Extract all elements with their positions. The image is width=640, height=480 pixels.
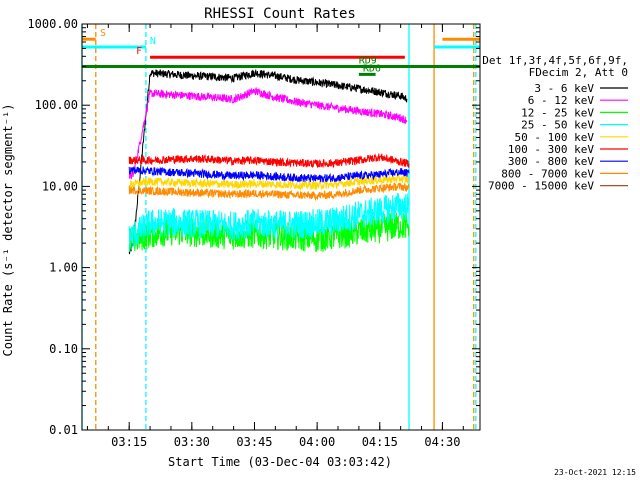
legend: Det 1f,3f,4f,5f,6f,9f,FDecim 2, Att 0 3 -… [482,54,628,193]
y-axis-label: Count Rate (s⁻¹ detector segment⁻¹) [1,104,15,357]
state-bar-label-0: S [100,28,106,39]
state-bar-label-4: F [136,46,142,57]
x-tick-label-5: 04:30 [424,435,460,449]
x-axis-label: Start Time (03-Dec-04 03:03:42) [168,455,392,469]
series-line-5 [128,153,410,169]
series-lines [128,68,410,255]
chart-title: RHESSI Count Rates [204,6,356,22]
state-bar-label-6: RD6 [363,63,381,74]
y-tick-label-4: 100.00 [35,98,78,112]
legend-entry-label-2: 12 - 25 keV [521,106,594,119]
x-tick-label-1: 03:30 [174,435,210,449]
y-tick-label-3: 10.00 [42,179,78,193]
footer-timestamp: 23-Oct-2021 12:15 [554,468,636,477]
series-line-3 [128,192,410,252]
x-tick-label-0: 03:15 [111,435,147,449]
legend-entry-label-4: 50 - 100 keV [515,131,595,144]
axes: 0.01 0.10 1.00 10.00 100.00 1000.00 03:15 03:30… [27,17,481,449]
series-line-6 [128,166,410,183]
series-line-4 [128,173,410,191]
state-bar-label-5: RD9 [359,55,377,66]
legend-header-line-1: FDecim 2, Att 0 [529,66,628,79]
legend-entry-label-3: 25 - 50 keV [521,119,594,132]
y-tick-label-5: 1000.00 [27,17,78,31]
legend-entry-label-8: 7000 - 15000 keV [488,180,594,193]
state-bar-label-2: N [150,36,156,47]
series-line-1 [128,86,408,180]
series-line-0 [128,68,408,255]
y-tick-label-0: 0.01 [49,423,78,437]
legend-entry-label-0: 3 - 6 keV [534,82,594,95]
x-tick-label-2: 03:45 [236,435,272,449]
x-tick-label-3: 04:00 [299,435,335,449]
y-tick-label-1: 0.10 [49,342,78,356]
legend-entry-label-6: 300 - 800 keV [508,155,594,168]
legend-entry-label-7: 800 - 7000 keV [501,167,594,180]
x-tick-label-4: 04:15 [362,435,398,449]
y-tick-label-2: 1.00 [49,261,78,275]
legend-header-line-0: Det 1f,3f,4f,5f,6f,9f, [482,54,628,67]
legend-entry-label-1: 6 - 12 keV [528,94,595,107]
legend-entry-label-5: 100 - 300 keV [508,143,594,156]
plot-frame [81,23,481,431]
series-line-7 [128,182,410,202]
